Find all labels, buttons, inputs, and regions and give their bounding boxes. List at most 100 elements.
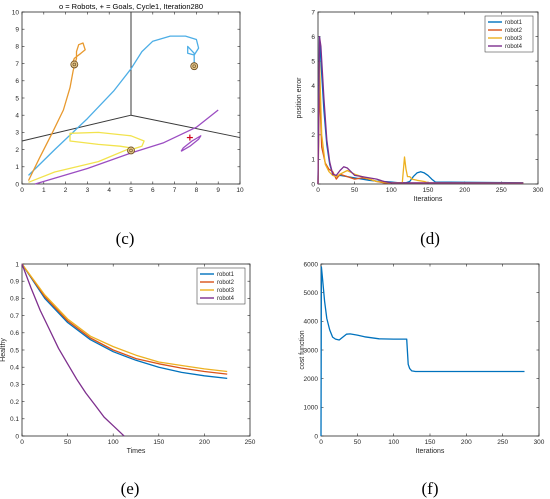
y-axis-label: cost function xyxy=(299,330,306,369)
y-tick-label: 0.3 xyxy=(10,382,19,389)
legend-label-robot3: robot3 xyxy=(217,288,235,294)
y-tick-label: 0.9 xyxy=(10,279,19,286)
x-tick-label: 200 xyxy=(461,439,472,446)
y-tick-label: 2 xyxy=(311,132,315,139)
x-tick-label: 0 xyxy=(20,187,24,194)
series-line-robot3 xyxy=(317,60,524,185)
y-tick-label: 0.5 xyxy=(10,347,19,354)
legend-label-robot4: robot4 xyxy=(505,44,523,50)
y-tick-label: 2 xyxy=(15,147,19,154)
y-tick-label: 0.4 xyxy=(10,365,19,372)
caption-4: (f) xyxy=(422,479,439,498)
y-tick-label: 0.2 xyxy=(10,399,19,406)
legend-label-robot2: robot2 xyxy=(217,280,235,286)
x-tick-label: 50 xyxy=(354,439,362,446)
y-tick-label: 1000 xyxy=(304,405,319,412)
x-tick-label: 1 xyxy=(42,187,46,194)
caption-2: (d) xyxy=(420,229,440,248)
y-tick-label: 6 xyxy=(15,78,19,85)
series-line-robot4 xyxy=(317,35,524,185)
robot-marker xyxy=(70,60,79,69)
series-line-robot3 xyxy=(21,263,228,373)
robot-marker-inner xyxy=(72,62,77,67)
y-tick-label: 5000 xyxy=(304,290,319,297)
chart-2: 0 50 100 150 200 250 300 0 1 2 3 4 5 6 7 Iterations posi… xyxy=(296,9,544,203)
x-tick-label: 2 xyxy=(64,187,68,194)
y-tick-label: 3 xyxy=(15,130,19,137)
legend: robot1 robot2 robot3 robot4 xyxy=(484,15,534,53)
series-line-path-2 xyxy=(27,42,86,181)
x-tick-label: 7 xyxy=(173,187,177,194)
legend: robot1 robot2 robot3 robot4 xyxy=(196,267,246,305)
series-line-robot4 xyxy=(21,263,125,437)
legend-label-robot1: robot1 xyxy=(217,272,235,278)
legend-label-robot1: robot1 xyxy=(505,20,523,26)
x-tick-label: 200 xyxy=(459,187,470,194)
x-axis-label: Iterations xyxy=(416,448,445,455)
legend-label-robot3: robot3 xyxy=(505,36,523,42)
y-tick-label: 2000 xyxy=(304,376,319,383)
y-tick-label: 9 xyxy=(15,27,19,34)
series-line-path-1 xyxy=(320,266,525,437)
y-tick-label: 0.7 xyxy=(10,313,19,320)
y-tick-label: 0.8 xyxy=(10,296,19,303)
chart-title: o = Robots, + = Goals, Cycle1, Iteration… xyxy=(59,2,203,11)
y-tick-label: 4000 xyxy=(304,319,319,326)
y-tick-label: 0.6 xyxy=(10,330,19,337)
x-tick-label: 4 xyxy=(107,187,111,194)
series-line-path-3 xyxy=(28,147,132,183)
x-tick-label: 150 xyxy=(153,439,164,446)
chart-4: 0 50 100 150 200 250 3000100020003000400050006… xyxy=(299,261,545,455)
robot-marker xyxy=(127,146,135,155)
chart-1: 0 1 2 3 4 5 6 7 8 9 10 0 1 2 3 4 5 6 7 8 9 10 o = Robots, + = … xyxy=(12,2,244,194)
x-tick-label: 9 xyxy=(216,187,220,194)
legend-label-robot2: robot2 xyxy=(505,28,523,34)
x-tick-label: 100 xyxy=(386,187,397,194)
x-tick-label: 300 xyxy=(534,439,545,446)
robot-marker-inner xyxy=(192,64,196,68)
series-line-path-4 xyxy=(69,131,145,151)
x-tick-label: 10 xyxy=(236,187,244,194)
robot-marker-inner xyxy=(129,148,133,153)
x-tick-label: 6 xyxy=(151,187,155,194)
y-tick-label: 1 xyxy=(311,157,315,164)
x-axis-label: Iterations xyxy=(414,196,443,203)
y-tick-label: 1 xyxy=(15,261,19,268)
y-tick-label: 7 xyxy=(311,9,315,16)
legend-label-robot4: robot4 xyxy=(217,296,235,302)
x-tick-label: 100 xyxy=(108,439,119,446)
x-tick-label: 250 xyxy=(245,439,256,446)
y-tick-label: 6 xyxy=(311,34,315,41)
y-tick-label: 7 xyxy=(15,61,19,68)
series-line-path-6 xyxy=(180,135,202,152)
y-tick-label: 4 xyxy=(311,83,315,90)
x-tick-label: 50 xyxy=(351,187,359,194)
x-tick-label: 0 xyxy=(20,439,24,446)
y-tick-label: 10 xyxy=(12,9,20,16)
partition-line xyxy=(130,114,241,139)
plot-area xyxy=(320,263,540,437)
caption-1: (c) xyxy=(116,229,135,248)
x-tick-label: 0 xyxy=(316,187,320,194)
chart-3: 0 50 100 150 200 250 0 0.1 0.2 0.3 0.4 0.5 0.6 0.7 0.8… xyxy=(0,261,256,455)
y-tick-label: 0 xyxy=(15,181,19,188)
x-tick-label: 5 xyxy=(129,187,133,194)
x-tick-label: 300 xyxy=(533,187,544,194)
x-tick-label: 3 xyxy=(86,187,90,194)
caption-3: (e) xyxy=(121,479,140,498)
y-tick-label: 0 xyxy=(314,433,318,440)
x-tick-label: 8 xyxy=(195,187,199,194)
y-tick-label: 8 xyxy=(15,44,19,51)
y-tick-label: 0.1 xyxy=(10,416,19,423)
y-tick-label: 1 xyxy=(15,164,19,171)
x-tick-label: 100 xyxy=(388,439,399,446)
y-tick-label: 0 xyxy=(15,433,19,440)
y-tick-label: 5 xyxy=(311,58,315,65)
robot-marker xyxy=(190,62,199,71)
y-tick-label: 3 xyxy=(311,108,315,115)
x-tick-label: 50 xyxy=(64,439,72,446)
series-line-robot2 xyxy=(21,263,228,375)
series-line-robot1 xyxy=(21,263,228,380)
y-axis-label: position error xyxy=(296,77,303,119)
y-tick-label: 4 xyxy=(15,113,19,120)
